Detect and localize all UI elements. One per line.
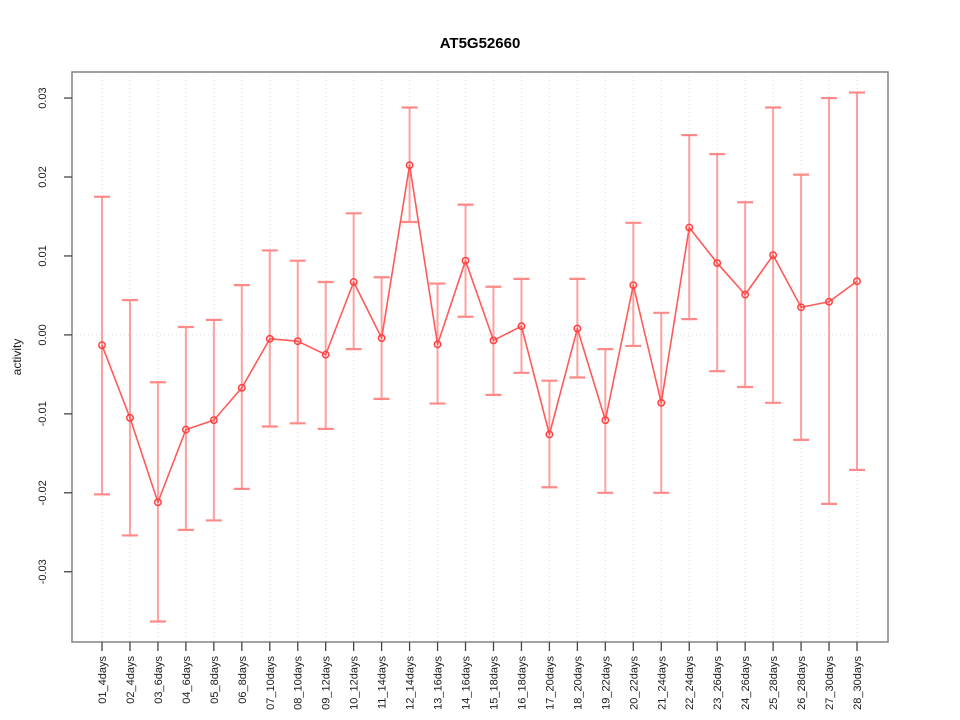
x-tick-label: 21_24days xyxy=(656,656,668,710)
data-point xyxy=(126,413,134,422)
data-point xyxy=(237,383,246,392)
x-tick-label: 20_22days xyxy=(628,656,640,710)
data-point xyxy=(741,290,750,299)
data-point xyxy=(293,337,302,346)
y-axis-label: activity xyxy=(10,339,24,376)
x-tick-label: 01_4days xyxy=(97,656,109,704)
data-point xyxy=(573,324,582,333)
x-tick-label: 23_26days xyxy=(712,656,724,710)
data-point xyxy=(153,498,162,507)
x-tick-label: 15_18days xyxy=(488,656,500,710)
data-point xyxy=(433,340,442,349)
x-tick-label: 06_8days xyxy=(237,656,249,704)
data-point xyxy=(657,398,666,407)
y-tick-label: -0.03 xyxy=(37,559,49,584)
x-tick-label: 19_22days xyxy=(600,656,612,710)
y-tick-label: -0.02 xyxy=(37,480,49,505)
x-tick-label: 08_10days xyxy=(293,656,305,710)
y-tick-label: -0.01 xyxy=(37,401,49,426)
x-tick-label: 12_14days xyxy=(405,656,417,710)
x-tick-label: 07_10days xyxy=(265,656,277,710)
data-point xyxy=(769,251,778,260)
data-point xyxy=(405,161,414,170)
data-point xyxy=(209,416,218,425)
y-tick-label: 0.02 xyxy=(37,166,49,187)
data-point xyxy=(853,277,861,286)
axes: -0.03 -0.02 -0.01 0.00 0.01 0.02 0.03 01_4days 0… xyxy=(37,87,864,709)
data-point xyxy=(377,334,386,343)
y-tick-label: 0.00 xyxy=(37,324,49,345)
x-tick-label: 25_28days xyxy=(768,656,780,710)
x-tick-label: 02_4days xyxy=(125,656,137,704)
x-tick-label: 18_20days xyxy=(572,656,584,710)
x-tick-label: 24_26days xyxy=(740,656,752,710)
data-series xyxy=(98,161,861,507)
data-point xyxy=(797,303,806,312)
chart-title: AT5G52660 xyxy=(440,35,521,52)
x-tick-label: 05_8days xyxy=(209,656,221,704)
data-point xyxy=(461,256,470,265)
data-point xyxy=(265,334,274,343)
y-tick-label: 0.01 xyxy=(37,245,49,266)
data-point xyxy=(629,281,638,290)
x-tick-label: 14_16days xyxy=(461,656,473,710)
x-tick-label: 26_28days xyxy=(796,656,808,710)
data-point xyxy=(489,336,498,345)
x-tick-label: 09_12days xyxy=(321,656,333,710)
data-point xyxy=(98,341,106,350)
data-point xyxy=(517,322,526,331)
x-tick-label: 03_6days xyxy=(153,656,165,704)
data-point xyxy=(349,278,358,286)
data-point xyxy=(713,259,722,268)
x-tick-label: 28_30days xyxy=(852,656,864,710)
error-bars xyxy=(94,91,865,623)
x-tick-label: 27_30days xyxy=(824,656,836,710)
x-tick-label: 16_18days xyxy=(516,656,528,710)
data-point xyxy=(181,425,190,434)
data-point xyxy=(685,223,694,232)
gridlines xyxy=(72,72,888,642)
data-point xyxy=(825,297,833,306)
x-tick-label: 11_14days xyxy=(377,656,389,710)
data-point xyxy=(601,416,610,425)
x-tick-label: 17_20days xyxy=(544,656,556,710)
series-line xyxy=(101,164,858,504)
x-tick-label: 13_16days xyxy=(433,656,445,710)
x-tick-label: 22_24days xyxy=(684,656,696,710)
plot-border xyxy=(71,71,889,643)
y-tick-label: 0.03 xyxy=(37,87,49,108)
data-point xyxy=(545,430,554,439)
x-tick-label: 04_6days xyxy=(181,656,193,704)
x-tick-label: 10_12days xyxy=(349,656,361,710)
data-point xyxy=(321,350,330,359)
